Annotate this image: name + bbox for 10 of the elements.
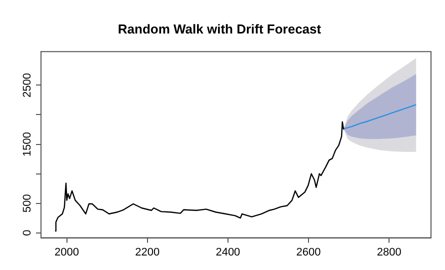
x-tick-label: 2600 [296, 246, 321, 258]
x-tick-label: 2800 [376, 246, 402, 258]
y-tick-label: 500 [22, 194, 34, 212]
chart-title: Random Walk with Drift Forecast [118, 21, 322, 36]
y-tick-label: 0 [22, 230, 34, 236]
x-tick-label: 2200 [135, 246, 160, 258]
x-tick-label: 2400 [216, 246, 240, 258]
y-tick-label: 2500 [22, 73, 34, 98]
y-tick-label: 1500 [22, 132, 34, 156]
x-tick-label: 2000 [54, 246, 80, 258]
